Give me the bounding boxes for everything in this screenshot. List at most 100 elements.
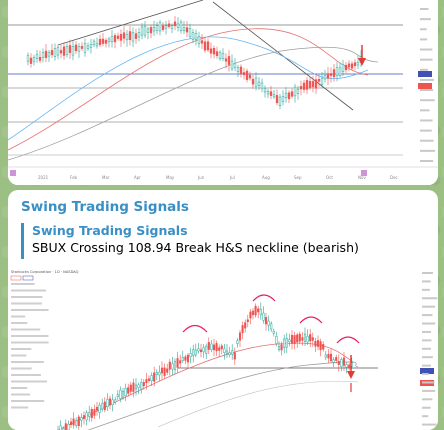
legend-row (11, 407, 28, 409)
candle (348, 365, 350, 368)
candle (122, 391, 124, 397)
candle (296, 335, 298, 342)
candle (69, 45, 71, 52)
candle (317, 340, 319, 346)
axis-tick (420, 38, 427, 40)
candle (229, 353, 231, 355)
candle (150, 27, 152, 33)
candle (315, 341, 317, 346)
candle (198, 349, 200, 351)
axis-tick (420, 69, 428, 71)
candle (166, 369, 168, 373)
candle (257, 309, 259, 312)
candle (231, 351, 233, 355)
axis-tick (422, 390, 435, 392)
candle (255, 306, 257, 315)
legend-row (11, 290, 46, 292)
candle (140, 382, 142, 389)
candle (165, 26, 167, 28)
candle (282, 97, 284, 102)
candle (270, 92, 272, 96)
candle (183, 28, 185, 31)
candle (225, 59, 227, 62)
candle (161, 368, 163, 373)
x-axis-label: Oct (326, 175, 333, 180)
candle (321, 78, 323, 84)
legend-row (11, 387, 27, 389)
candle (101, 403, 103, 409)
candle (342, 64, 344, 72)
candle (201, 41, 203, 44)
axis-tick (420, 49, 432, 51)
reply-quote[interactable]: Swing Trading Signals SBUX Crossing 108.… (21, 223, 437, 259)
candle (93, 41, 95, 45)
axis-tick (422, 297, 437, 299)
sender-name[interactable]: Swing Trading Signals (21, 199, 189, 215)
candle (147, 29, 149, 32)
candle (246, 71, 248, 80)
legend-row (11, 381, 47, 383)
candle (129, 32, 131, 40)
candle (291, 335, 293, 343)
candle (75, 45, 77, 51)
candle (125, 388, 127, 395)
candle (148, 379, 150, 381)
candle (216, 343, 218, 351)
axis-tick (422, 365, 431, 367)
candle (205, 346, 207, 353)
price-chart-attachment: Starbucks Corporation · 1D · NASDAQ (8, 267, 438, 430)
chart-image-attachment[interactable]: Starbucks Corporation · 1D · NASDAQ (8, 267, 438, 430)
candle (273, 95, 275, 97)
candle (231, 61, 233, 69)
x-axis-label: Feb (70, 175, 78, 180)
candle (242, 325, 244, 332)
message-bubble[interactable]: Swing Trading Signals Swing Trading Sign… (8, 190, 438, 430)
candle (104, 402, 106, 410)
candle (306, 80, 308, 89)
candle (168, 24, 170, 27)
candle (138, 385, 140, 388)
candle (120, 34, 122, 40)
candle (83, 415, 85, 418)
candle (190, 353, 192, 356)
candle (224, 349, 226, 353)
candle (99, 39, 101, 44)
axis-tick (422, 314, 432, 316)
axis-tick (422, 356, 433, 358)
candle (96, 407, 98, 410)
candle (126, 34, 128, 39)
candle (75, 421, 77, 426)
candle (182, 357, 184, 360)
candle (286, 338, 288, 347)
candle (54, 48, 56, 56)
candle (174, 362, 176, 370)
axis-tick (422, 289, 430, 291)
candle (84, 43, 86, 52)
candle (237, 341, 239, 344)
legend-row (11, 342, 49, 344)
legend-row (11, 316, 25, 318)
candle (177, 358, 179, 367)
candle (281, 345, 283, 350)
axis-tick (422, 323, 435, 325)
candle (96, 44, 98, 46)
candle (221, 346, 223, 349)
candle (268, 321, 270, 325)
candle (192, 350, 194, 356)
candle (153, 373, 155, 382)
candle (335, 357, 337, 360)
candle (156, 373, 158, 375)
x-axis-label: 2021 (38, 175, 49, 180)
legend-row (11, 309, 48, 311)
candle (288, 93, 290, 99)
candle (279, 97, 281, 106)
legend-row (11, 329, 40, 331)
candle (324, 76, 326, 79)
candle (78, 417, 80, 426)
axis-tick (420, 99, 435, 101)
candle (123, 33, 125, 39)
candle (81, 46, 83, 48)
candle (39, 57, 41, 60)
candle (315, 80, 317, 89)
